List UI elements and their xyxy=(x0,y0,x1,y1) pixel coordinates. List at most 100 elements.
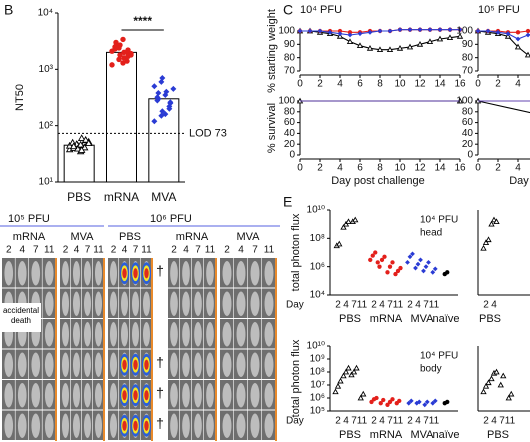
y-tick-label: 10¹⁰ xyxy=(307,205,325,216)
x-tick-label: 16 xyxy=(454,163,466,174)
day-tick-label: 7 xyxy=(351,416,357,427)
day-tick-label: 2 xyxy=(335,416,341,427)
marker xyxy=(426,38,434,45)
day-label: 11 xyxy=(141,245,152,256)
day-tick-label: 4 xyxy=(491,300,497,311)
panel-label: E xyxy=(283,194,292,210)
mouse-body xyxy=(4,383,14,408)
marker xyxy=(421,268,426,274)
dagger: † xyxy=(156,354,164,370)
mouse-body xyxy=(264,261,274,286)
mouse-body xyxy=(206,261,214,286)
mouse-body xyxy=(44,383,54,408)
marker xyxy=(493,368,500,375)
chart-title: 10⁴ PFU xyxy=(300,4,342,16)
signal-red xyxy=(144,390,149,401)
mouse-body xyxy=(206,322,214,347)
panel-label: B xyxy=(4,2,13,18)
mouse-body xyxy=(109,291,118,316)
y-tick-label: 10¹⁰ xyxy=(307,341,325,352)
day-label: 11 xyxy=(264,245,275,256)
marker xyxy=(379,257,385,263)
marker xyxy=(414,400,420,406)
marker xyxy=(390,260,395,265)
day-label: 4 xyxy=(74,245,80,256)
day-tick-label: 11 xyxy=(429,416,440,427)
day-label: Day xyxy=(286,416,304,427)
mouse-body xyxy=(170,261,178,286)
x-tick-label: PBS xyxy=(67,190,91,204)
mouse-body xyxy=(94,383,103,408)
mouse-body xyxy=(44,322,54,347)
dagger: † xyxy=(156,415,164,431)
marker xyxy=(525,32,530,38)
day-label: 11 xyxy=(44,245,55,256)
marker xyxy=(416,41,424,47)
marker xyxy=(475,28,481,34)
marker xyxy=(482,239,490,245)
y-axis-label: % survival xyxy=(266,103,278,153)
marker xyxy=(337,377,344,384)
y-tick-label: 10⁵ xyxy=(310,406,325,417)
mouse-body xyxy=(170,291,178,316)
marker xyxy=(397,398,402,404)
marker xyxy=(162,111,169,118)
mouse-body xyxy=(72,322,81,347)
dose-label: 10⁶ PFU xyxy=(150,213,192,225)
mouse-body xyxy=(109,322,118,347)
day-tick-label: 2 xyxy=(483,300,489,311)
y-tick-label: 100 xyxy=(278,96,295,107)
y-tick-label: 90 xyxy=(462,39,474,50)
marker xyxy=(381,397,386,403)
day-tick-label: 4 xyxy=(343,300,349,311)
mouse-body xyxy=(264,322,274,347)
day-label: 4 xyxy=(238,245,244,256)
marker xyxy=(415,261,421,267)
marker xyxy=(332,388,339,395)
y-axis-label: NT50 xyxy=(14,84,26,111)
x-tick-label: 10 xyxy=(394,79,406,90)
mouse-body xyxy=(44,352,54,377)
marker xyxy=(515,36,521,42)
signal-red xyxy=(122,268,127,279)
day-tick-label: 4 xyxy=(415,300,421,311)
marker xyxy=(327,29,333,35)
x-tick-label: 8 xyxy=(377,163,383,174)
mouse-body xyxy=(31,383,41,408)
mouse-body xyxy=(72,383,81,408)
dose-label: 10⁵ PFU xyxy=(8,213,50,225)
x-tick-label: 4 xyxy=(337,163,343,174)
mouse-body xyxy=(206,383,214,408)
y-tick-label: 80 xyxy=(462,106,474,117)
day-tick-label: 2 xyxy=(407,300,413,311)
marker xyxy=(345,218,352,225)
marker xyxy=(77,134,86,142)
series-line xyxy=(477,100,530,114)
mouse-body xyxy=(206,413,214,438)
marker xyxy=(120,60,126,66)
marker xyxy=(337,28,343,34)
x-tick-label: 12 xyxy=(414,79,426,90)
marker xyxy=(457,27,463,33)
x-tick-label: 14 xyxy=(434,163,446,174)
x-tick-label: 12 xyxy=(414,163,426,174)
mouse-body xyxy=(170,413,178,438)
mouse-body xyxy=(194,383,202,408)
marker xyxy=(386,46,394,53)
marker xyxy=(336,33,344,39)
mouse-body xyxy=(206,291,214,316)
y-tick-label: 0 xyxy=(289,150,295,161)
y-tick-label: 10⁶ xyxy=(310,261,325,272)
day-label: 2 xyxy=(63,245,69,256)
y-tick-label: 90 xyxy=(284,39,296,50)
y-tick-label: 80 xyxy=(284,106,296,117)
y-tick-label: 80 xyxy=(462,52,474,63)
y-tick-label: 10⁸ xyxy=(310,233,325,244)
mouse-body xyxy=(61,352,70,377)
day-tick-label: 4 xyxy=(379,416,385,427)
marker xyxy=(385,402,390,407)
group-label: PBS xyxy=(119,231,141,243)
x-tick-label: 16 xyxy=(454,79,466,90)
y-tick-label: 10⁴ xyxy=(310,290,325,301)
